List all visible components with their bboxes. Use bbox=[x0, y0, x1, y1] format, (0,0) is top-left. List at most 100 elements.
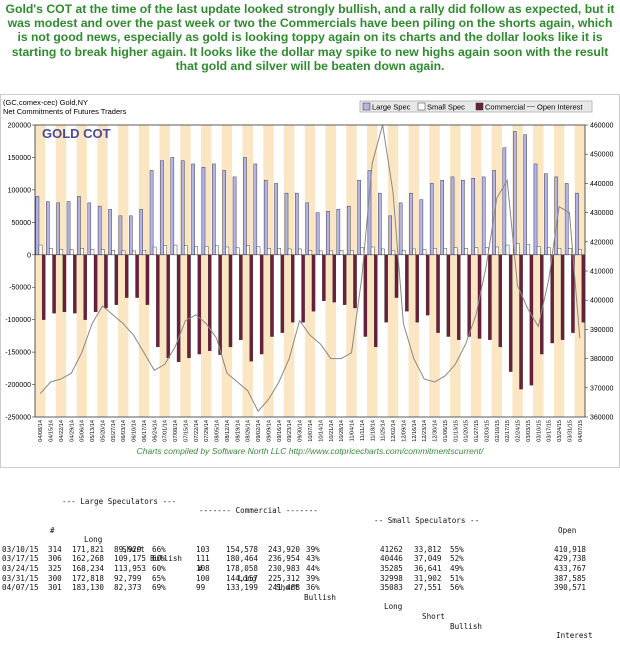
bars-group bbox=[35, 131, 586, 390]
bar-commercial bbox=[581, 254, 586, 323]
bar-commercial bbox=[342, 254, 347, 305]
x-tick-label: 12/02/14 bbox=[391, 420, 397, 442]
bar-small-spec bbox=[69, 249, 74, 255]
cell-c-short: 241,488 bbox=[268, 583, 301, 593]
cell-ls-count: 314 bbox=[48, 544, 62, 554]
week-band bbox=[553, 125, 565, 417]
bar-commercial bbox=[208, 254, 212, 351]
x-tick-label: 12/30/14 bbox=[433, 420, 439, 442]
x-tick-label: 07/29/14 bbox=[204, 420, 210, 442]
y-right-tick-label: 390000 bbox=[590, 327, 613, 334]
bar-small-spec bbox=[163, 245, 167, 255]
cell-ls-short: 109,175 bbox=[114, 554, 147, 564]
cell-date: 04/07/15 bbox=[2, 583, 39, 593]
week-band bbox=[97, 125, 108, 417]
cell-open-interest: 387,585 bbox=[554, 573, 587, 583]
x-tick-label: 03/31/15 bbox=[567, 420, 573, 442]
bar-large-spec bbox=[108, 209, 112, 255]
table-row: 03/17/15 306 162,268 109,175 60% 111 180,464 23… bbox=[2, 554, 618, 564]
x-tick-label: 01/27/15 bbox=[474, 420, 480, 442]
bar-large-spec bbox=[222, 170, 226, 255]
plot-background bbox=[35, 125, 585, 417]
bar-small-spec bbox=[246, 245, 250, 255]
bar-commercial bbox=[197, 254, 202, 355]
week-band bbox=[304, 125, 316, 417]
legend-large-spec-swatch bbox=[362, 102, 371, 111]
x-tick-label: 05/27/14 bbox=[111, 420, 117, 442]
cell-open-interest: 433,767 bbox=[554, 563, 587, 573]
y-right-tick-label: 380000 bbox=[590, 356, 613, 363]
cell-c-bullish: 44% bbox=[306, 563, 320, 573]
open-interest-line bbox=[39, 124, 581, 413]
group-large-speculators: --- Large Speculators --- bbox=[62, 496, 177, 506]
y-left-tick-label: 50000 bbox=[12, 220, 32, 227]
bar-small-spec bbox=[505, 244, 510, 255]
bar-small-spec bbox=[578, 249, 582, 255]
cell-ls-bullish: 65% bbox=[152, 573, 166, 583]
x-tick-label: 01/06/15 bbox=[443, 420, 449, 442]
bar-large-spec bbox=[170, 157, 175, 255]
week-band bbox=[325, 125, 336, 417]
table-row: 03/10/15 314 171,821 89,929 66% 103 154,578 243… bbox=[2, 545, 618, 555]
bar-small-spec bbox=[267, 248, 271, 255]
x-tick-label: 09/09/14 bbox=[266, 420, 272, 442]
week-band bbox=[118, 125, 129, 417]
cell-ls-short: 89,929 bbox=[114, 544, 142, 554]
bar-small-spec bbox=[132, 250, 136, 255]
cell-s-long: 41262 bbox=[380, 544, 403, 554]
x-tick-label: 09/16/14 bbox=[277, 420, 283, 442]
week-band bbox=[76, 125, 87, 417]
cell-ls-long: 172,818 bbox=[72, 573, 105, 583]
table-row: 03/24/15 325 168,234 113,953 60% 108 178,058 23… bbox=[2, 564, 618, 574]
cot-data-table: --- Large Speculators --- ------- Commer… bbox=[2, 468, 618, 641]
bar-small-spec bbox=[381, 248, 385, 255]
x-tick-label: 03/24/15 bbox=[557, 420, 563, 442]
bar-large-spec bbox=[512, 131, 517, 255]
col-s-long: Long bbox=[384, 602, 403, 612]
y-right-tick-label: 440000 bbox=[590, 181, 613, 188]
cell-ls-bullish: 60% bbox=[152, 554, 166, 564]
bar-large-spec bbox=[544, 173, 548, 255]
cell-ls-long: 171,821 bbox=[72, 544, 105, 554]
group-small-speculators: -- Small Speculators -- bbox=[374, 515, 480, 525]
x-tick-label: 06/03/14 bbox=[121, 420, 127, 442]
bar-small-spec bbox=[433, 248, 437, 255]
bar-small-spec bbox=[568, 248, 572, 255]
bar-commercial bbox=[519, 254, 523, 390]
bar-large-spec bbox=[336, 209, 341, 255]
x-tick-label: 11/04/14 bbox=[350, 420, 356, 441]
x-tick-label: 05/13/14 bbox=[90, 420, 96, 442]
cell-ls-long: 168,234 bbox=[72, 563, 105, 573]
cell-s-long: 35285 bbox=[380, 563, 403, 573]
x-tick-label: 11/11/14 bbox=[360, 420, 366, 441]
bar-small-spec bbox=[453, 247, 458, 255]
week-band bbox=[35, 125, 46, 417]
bar-commercial bbox=[425, 254, 430, 316]
x-tick-label: 03/17/15 bbox=[547, 420, 553, 442]
cell-ls-short: 113,953 bbox=[114, 563, 147, 573]
bar-small-spec bbox=[495, 246, 499, 255]
bar-large-spec bbox=[502, 147, 507, 255]
x-tick-label: 04/22/14 bbox=[59, 420, 65, 442]
bar-large-spec bbox=[357, 179, 361, 255]
col-c-bullish: Bullish bbox=[304, 592, 337, 602]
group-commercial: ------- Commercial ------- bbox=[199, 506, 318, 516]
bar-large-spec bbox=[149, 170, 154, 255]
bar-large-spec bbox=[139, 209, 143, 255]
y-left-tick-label: 0 bbox=[27, 252, 31, 259]
x-tick-label: 06/24/14 bbox=[152, 420, 158, 442]
week-band bbox=[138, 125, 150, 417]
bar-large-spec bbox=[284, 192, 289, 255]
bar-large-spec bbox=[461, 179, 465, 255]
x-tick-label: 04/08/14 bbox=[38, 420, 44, 442]
bar-commercial bbox=[374, 254, 378, 348]
bar-large-spec bbox=[575, 192, 579, 255]
bar-large-spec bbox=[481, 176, 486, 255]
cell-ls-count: 300 bbox=[48, 573, 62, 583]
week-band bbox=[201, 125, 212, 417]
table-col-header-row: # Long Short Bullish # Long Short Bullis… bbox=[2, 516, 618, 641]
cell-s-long: 40446 bbox=[380, 554, 403, 564]
bar-small-spec bbox=[557, 248, 562, 255]
bar-large-spec bbox=[243, 157, 247, 255]
chart-legend: Large Spec Small Spec Commercial Open In… bbox=[359, 100, 593, 113]
